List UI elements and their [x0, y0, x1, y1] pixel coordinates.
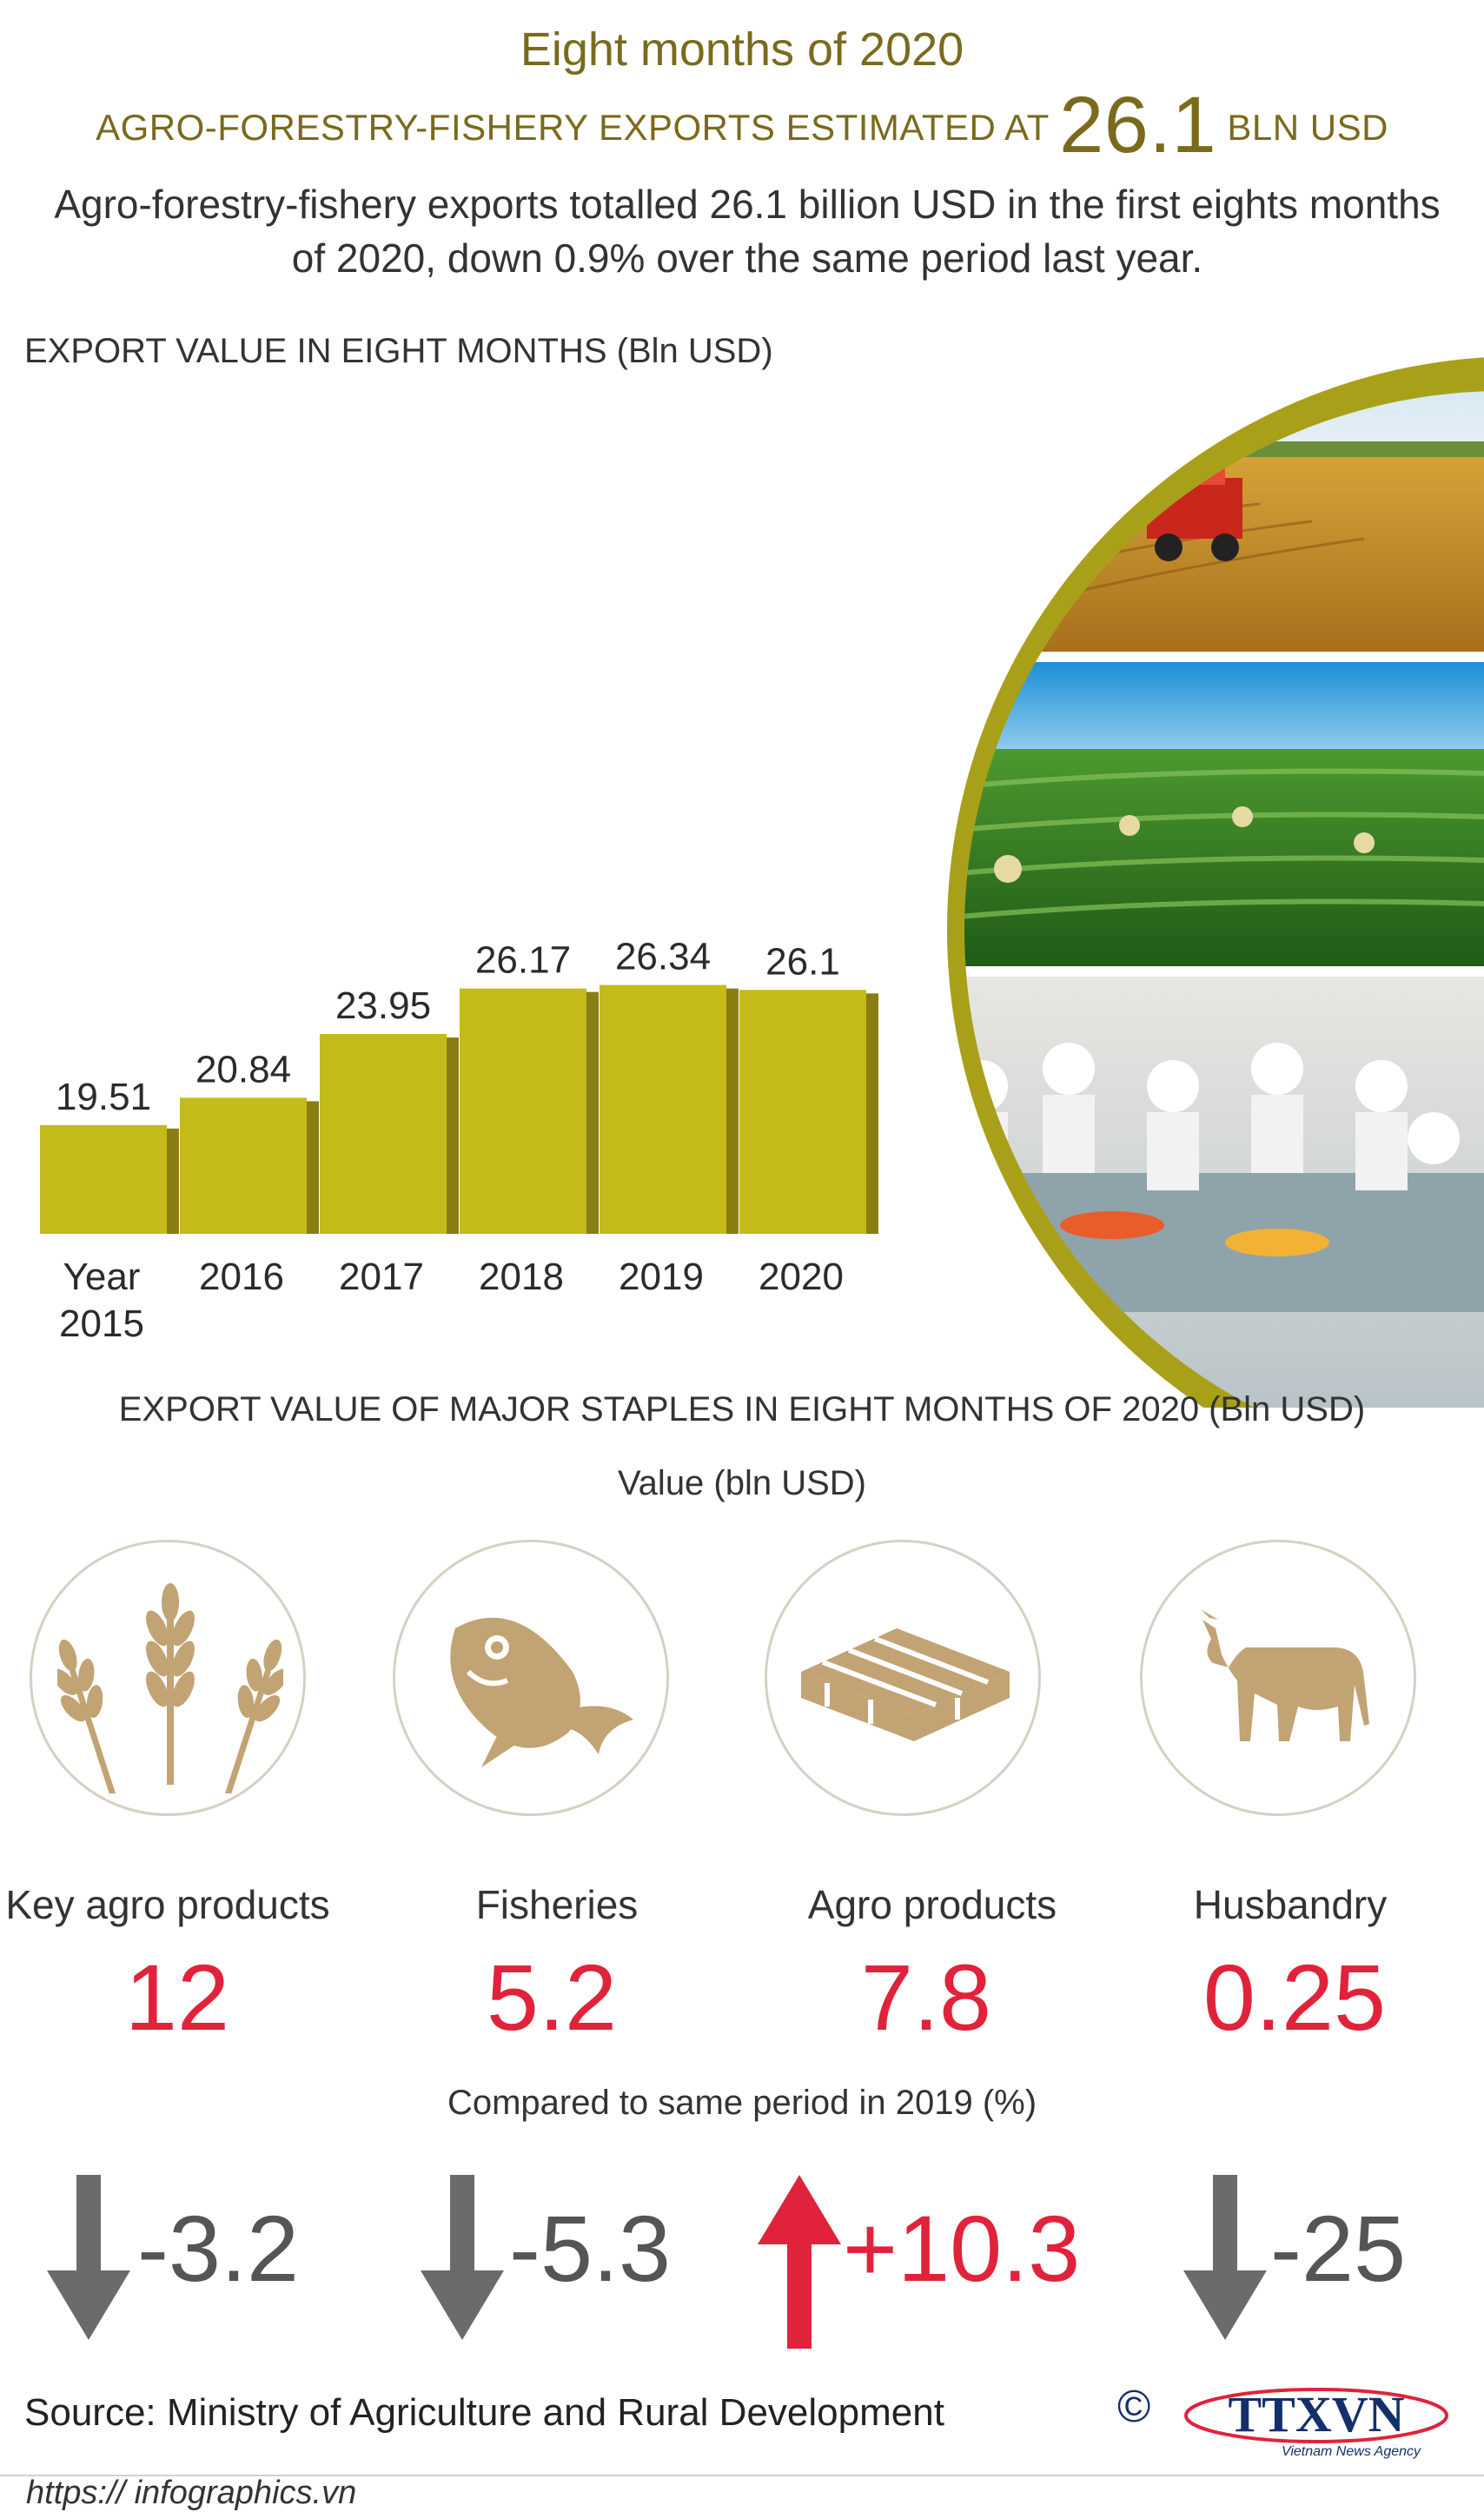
subtitle-unit: BLN USD	[1227, 107, 1388, 148]
key-agro-circle	[30, 1540, 306, 1816]
bar-value-label: 26.34	[615, 936, 711, 978]
subtitle-prefix: AGRO-FORESTRY-FISHERY EXPORTS ESTIMATED …	[96, 107, 1049, 148]
x-tick-label: 2017	[339, 1256, 424, 1298]
category-value: 0.25	[1202, 1945, 1387, 2050]
bar-side	[307, 1101, 319, 1234]
bar-value-label: 26.1	[765, 940, 840, 983]
footer-bar	[0, 2475, 1484, 2511]
lead-paragraph: Agro-forestry-fishery exports totalled 2…	[54, 182, 1441, 281]
category-label: Key agro products	[5, 1882, 330, 1927]
bar	[180, 1097, 307, 1234]
fisheries-circle	[393, 1540, 669, 1816]
up-arrow-icon	[758, 2175, 841, 2349]
subtitle-value: 26.1	[1059, 81, 1217, 169]
bar	[739, 990, 866, 1234]
bar-value-label: 20.84	[195, 1048, 291, 1090]
bar-side	[447, 1037, 459, 1234]
bar-value-label: 19.51	[56, 1076, 151, 1118]
category-value: 12	[124, 1945, 230, 2050]
copyright-symbol: ©	[1117, 2382, 1151, 2432]
bar-side	[726, 988, 739, 1234]
photo-collage	[912, 304, 1484, 1408]
tea-plantation-photo	[964, 662, 1484, 966]
source-note: Source: Ministry of Agriculture and Rura…	[24, 2391, 944, 2434]
bar-value-label: 23.95	[335, 984, 431, 1027]
bar-side	[167, 1128, 179, 1234]
category-value: 7.8	[860, 1945, 992, 2050]
bar-side	[586, 991, 599, 1234]
bar	[600, 984, 726, 1234]
change-value: +10.3	[843, 2196, 1081, 2301]
x-tick-label: 2018	[479, 1256, 564, 1298]
x-tick-label: 2015	[59, 1302, 144, 1345]
page-title: Eight months of 2020	[520, 23, 964, 76]
husbandry-circle	[1140, 1540, 1416, 1816]
bar-value-label: 26.17	[475, 939, 571, 982]
category-label: Husbandry	[1193, 1882, 1388, 1927]
fish-icon	[450, 1617, 633, 1767]
category-label: Fisheries	[475, 1882, 639, 1927]
bar-side	[866, 993, 878, 1234]
change-value: -3.2	[137, 2196, 300, 2301]
category-label: Agro products	[807, 1882, 1057, 1927]
compare-label: Compared to same period in 2019 (%)	[447, 2084, 1037, 2122]
pallet-icon	[801, 1628, 1010, 1741]
x-tick-label: 2020	[759, 1256, 844, 1298]
logo-text: TTXVN	[1228, 2386, 1404, 2442]
agro-products-circle	[765, 1540, 1041, 1816]
ttxvn-logo: TTXVN Vietnam News Agency	[1184, 2386, 1448, 2459]
bar	[320, 1034, 447, 1234]
cow-icon	[1201, 1609, 1369, 1741]
change-value: -25	[1270, 2196, 1407, 2301]
x-tick-label: 2016	[199, 1256, 284, 1298]
chart-title: EXPORT VALUE IN EIGHT MONTHS (Bln USD)	[24, 332, 773, 370]
wheat-icon	[57, 1583, 283, 1793]
bar	[460, 988, 586, 1234]
down-arrow-icon	[421, 2175, 504, 2340]
value-label: Value (bln USD)	[617, 1464, 867, 1502]
bar	[40, 1124, 167, 1234]
change-value: -5.3	[509, 2196, 672, 2301]
logo-subtext: Vietnam News Agency	[1282, 2444, 1421, 2459]
source-url[interactable]: https:// infographics.vn	[26, 2475, 357, 2511]
fish-processing-photo	[964, 977, 1484, 1408]
category-value: 5.2	[486, 1945, 618, 2050]
x-tick-label: Year	[63, 1256, 141, 1298]
staples-title: EXPORT VALUE OF MAJOR STAPLES IN EIGHT M…	[118, 1390, 1366, 1428]
page-subtitle: AGRO-FORESTRY-FISHERY EXPORTS ESTIMATED …	[0, 80, 1484, 171]
down-arrow-icon	[1183, 2175, 1267, 2340]
x-tick-label: 2019	[619, 1256, 704, 1298]
down-arrow-icon	[47, 2175, 130, 2340]
